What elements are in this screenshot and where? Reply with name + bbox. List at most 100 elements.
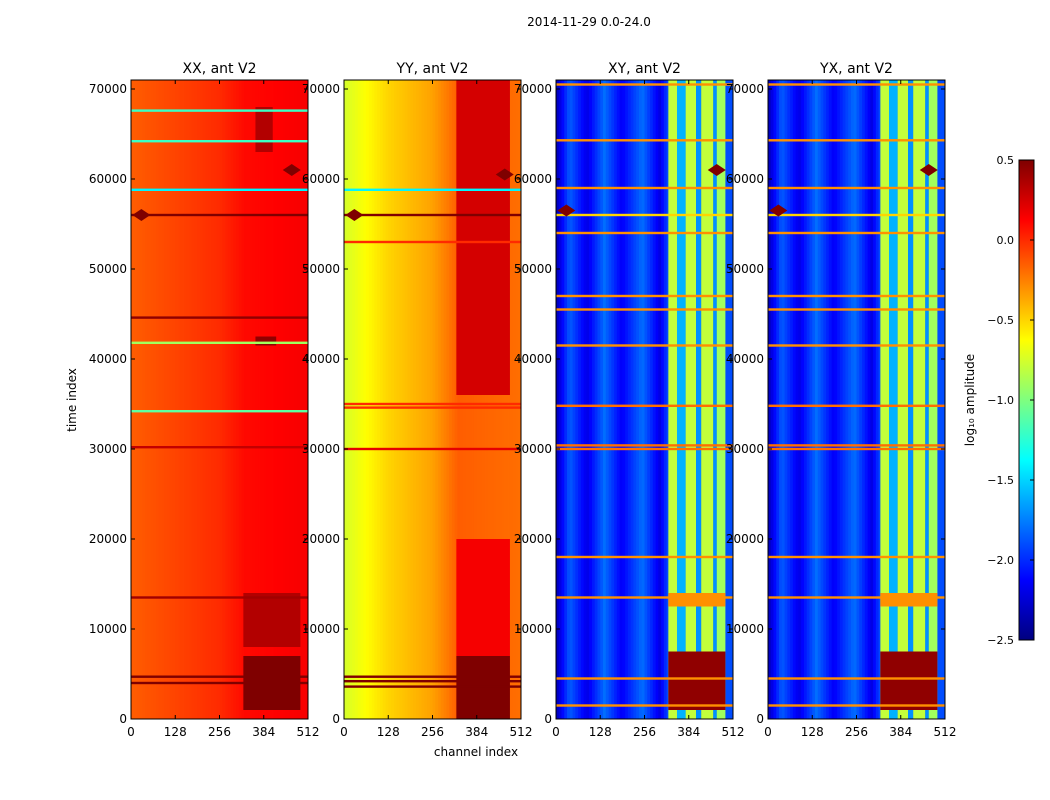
panel-title: YY, ant V2 — [396, 61, 469, 77]
panel-title: XX, ant V2 — [183, 61, 257, 77]
heatmap-column — [471, 80, 475, 719]
heatmap-column — [619, 80, 623, 719]
heatmap-column — [205, 80, 209, 719]
heatmap-flag-row — [131, 596, 308, 599]
heatmap-column — [435, 80, 439, 719]
heatmap-column — [509, 80, 514, 719]
y-tick-label: 20000 — [89, 532, 127, 546]
x-tick-label: 384 — [465, 725, 488, 739]
heatmap-column — [479, 80, 483, 719]
heatmap-column — [850, 80, 855, 719]
heatmap-column — [586, 80, 590, 719]
heatmap-flag-row — [131, 446, 308, 449]
heatmap-column — [266, 80, 270, 719]
heatmap-column — [795, 80, 799, 719]
heatmap-column — [233, 80, 237, 719]
heatmap-column — [815, 80, 819, 719]
heatmap-column — [666, 80, 670, 719]
heatmap-column — [166, 80, 171, 719]
heatmap-column — [842, 80, 846, 719]
heatmap-column — [363, 80, 367, 719]
heatmap-column — [641, 80, 645, 719]
heatmap-artifact — [282, 164, 301, 176]
heatmap-flag-row — [768, 677, 945, 680]
figure-suptitle: 2014-11-29 0.0-24.0 — [527, 15, 651, 29]
heatmap-flag-row — [556, 344, 733, 347]
y-tick-label: 0 — [544, 712, 552, 726]
panel-title: YX, ant V2 — [819, 61, 893, 77]
heatmap-column — [291, 80, 295, 719]
heatmap-column — [578, 80, 582, 719]
heatmap-column — [269, 80, 273, 719]
heatmap-column — [296, 80, 301, 719]
x-tick-label: 512 — [722, 725, 745, 739]
heatmap-column — [870, 80, 874, 719]
heatmap-flag-row — [344, 675, 521, 678]
heatmap-column — [630, 80, 634, 719]
heatmap-block — [908, 80, 914, 719]
heatmap-column — [429, 80, 433, 719]
heatmap-column — [658, 80, 662, 719]
heatmap-column — [344, 80, 348, 719]
heatmap-column — [496, 80, 500, 719]
heatmap-flag-row — [131, 410, 308, 413]
heatmap-column — [142, 80, 146, 719]
y-tick-label: 30000 — [514, 442, 552, 456]
y-tick-label: 0 — [332, 712, 340, 726]
heatmap-column — [299, 80, 303, 719]
y-tick-label: 30000 — [302, 442, 340, 456]
heatmap-column — [371, 80, 375, 719]
heatmap-column — [377, 80, 381, 719]
heatmap-column — [133, 80, 137, 719]
heatmap-column — [379, 80, 384, 719]
heatmap-column — [385, 80, 389, 719]
heatmap-column — [864, 80, 868, 719]
heatmap-column — [625, 80, 629, 719]
heatmap-block — [696, 80, 702, 719]
heatmap-flag-row — [556, 213, 733, 217]
heatmap-column — [260, 80, 265, 719]
heatmap-column — [636, 80, 640, 719]
heatmap-panels: XX, ant V2 0 128 256 384 512 0 10000 20000 30000 4… — [89, 61, 957, 739]
heatmap-flag-row — [768, 596, 945, 599]
heatmap-flag-row — [768, 447, 945, 451]
heatmap-block — [888, 80, 898, 719]
heatmap-flag-row — [768, 308, 945, 311]
heatmap-column — [247, 80, 251, 719]
y-axis-label: time index — [65, 368, 79, 432]
heatmap-artifact — [132, 209, 151, 221]
heatmap-column — [238, 80, 243, 719]
heatmap-flag-row — [556, 596, 733, 599]
heatmap-block — [880, 651, 938, 710]
heatmap-column — [150, 80, 154, 719]
heatmap-block — [243, 593, 301, 647]
heatmap-column — [591, 80, 596, 719]
heatmap-block — [897, 80, 909, 719]
heatmap-column — [230, 80, 234, 719]
heatmap-column — [161, 80, 165, 719]
y-tick-label: 50000 — [514, 262, 552, 276]
x-axis-label: channel index — [434, 745, 518, 759]
heatmap-column — [567, 80, 571, 719]
heatmap-column — [781, 80, 785, 719]
heatmap-column — [792, 80, 797, 719]
heatmap-column — [346, 80, 350, 719]
heatmap-column — [652, 80, 656, 719]
heatmap-flag-row — [556, 704, 733, 707]
heatmap-block — [913, 80, 926, 719]
y-tick-label: 70000 — [726, 82, 764, 96]
y-tick-label: 60000 — [302, 172, 340, 186]
heatmap-column — [770, 80, 774, 719]
heatmap-column — [272, 80, 276, 719]
heatmap-column — [823, 80, 827, 719]
heatmap-column — [768, 80, 772, 719]
heatmap-column — [415, 80, 420, 719]
heatmap-column — [421, 80, 425, 719]
x-tick-label: 128 — [589, 725, 612, 739]
x-tick-label: 128 — [164, 725, 187, 739]
heatmap-flag-row — [131, 341, 308, 344]
heatmap-column — [730, 80, 734, 719]
heatmap-block — [668, 651, 726, 710]
heatmap-column — [501, 80, 505, 719]
x-tick-label: 512 — [934, 725, 957, 739]
